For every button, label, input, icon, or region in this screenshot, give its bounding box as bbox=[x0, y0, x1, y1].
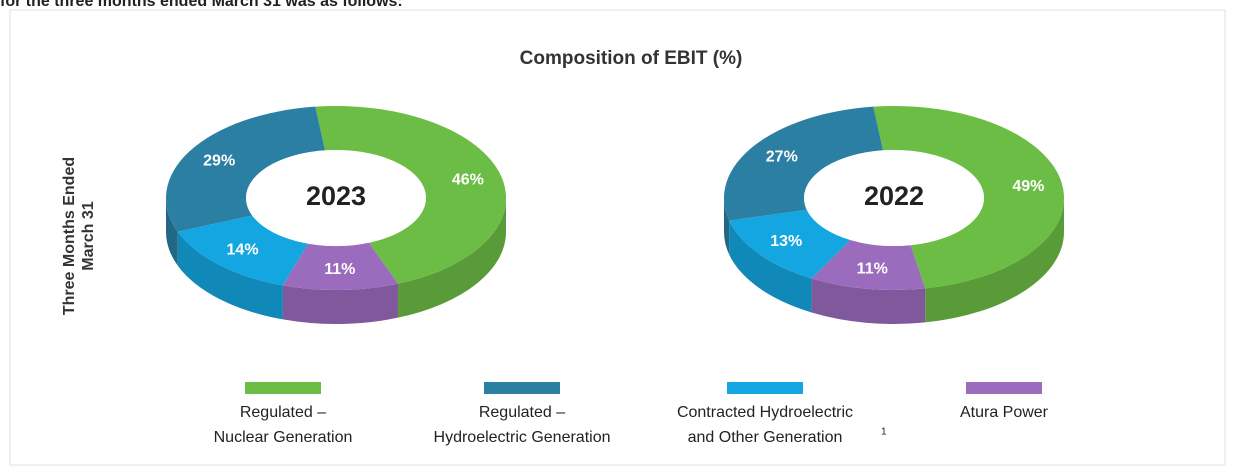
slice-side bbox=[166, 198, 178, 266]
legend-swatch bbox=[484, 382, 560, 394]
side-label-line: March 31 bbox=[80, 201, 97, 270]
slice-side bbox=[282, 283, 399, 324]
legend-label: Atura Power bbox=[960, 404, 1049, 421]
slice-side bbox=[398, 198, 506, 318]
legend-swatch bbox=[727, 382, 803, 394]
center-label: 2022 bbox=[864, 181, 924, 211]
legend-label: Regulated – Nuclear Generation bbox=[214, 404, 353, 446]
data-label: 11% bbox=[324, 261, 355, 278]
slice-side bbox=[811, 278, 926, 324]
legend-label-line: Atura Power bbox=[960, 404, 1049, 421]
side-label: Three Months Ended March 31 bbox=[61, 157, 97, 315]
legend-label: Regulated – Hydroelectric Generation bbox=[434, 404, 611, 446]
slice bbox=[282, 242, 399, 290]
slice bbox=[724, 106, 884, 221]
legend-label-line: Hydroelectric Generation bbox=[434, 429, 611, 446]
legend-label-line: Regulated – bbox=[240, 404, 326, 421]
intro-text: for the three months ended March 31 was … bbox=[0, 0, 403, 10]
data-label: 49% bbox=[1012, 178, 1044, 195]
slice-side bbox=[724, 198, 730, 255]
legend-label-line: Contracted Hydroelectric bbox=[677, 404, 853, 421]
legend-swatch bbox=[245, 382, 321, 394]
slice bbox=[873, 105, 1065, 289]
slice bbox=[166, 106, 326, 232]
slice bbox=[315, 106, 507, 284]
legend-label-line: Nuclear Generation bbox=[214, 429, 353, 446]
data-label: 27% bbox=[766, 149, 798, 166]
slice bbox=[177, 215, 308, 286]
slice bbox=[729, 209, 851, 279]
chart-title: Composition of EBIT (%) bbox=[520, 48, 743, 69]
data-label: 29% bbox=[203, 152, 235, 169]
data-label: 46% bbox=[452, 172, 484, 189]
footnote-mark: 1 bbox=[881, 427, 887, 438]
data-label: 13% bbox=[770, 233, 802, 250]
legend-label-line: and Other Generation bbox=[688, 429, 843, 446]
side-label-line: Three Months Ended bbox=[61, 157, 78, 315]
legend-swatch bbox=[966, 382, 1042, 394]
data-label: 14% bbox=[227, 242, 259, 259]
slice-side bbox=[925, 198, 1064, 323]
donut-hole bbox=[246, 150, 426, 246]
legend-label: Contracted Hydroelectric and Other Genera… bbox=[677, 404, 853, 446]
data-label: 11% bbox=[857, 260, 888, 277]
slice bbox=[811, 239, 926, 291]
center-label: 2023 bbox=[306, 181, 366, 211]
slice-side bbox=[177, 231, 283, 320]
donut-hole bbox=[804, 150, 984, 246]
slice-side bbox=[729, 220, 812, 313]
legend-label-line: Regulated – bbox=[479, 404, 565, 421]
